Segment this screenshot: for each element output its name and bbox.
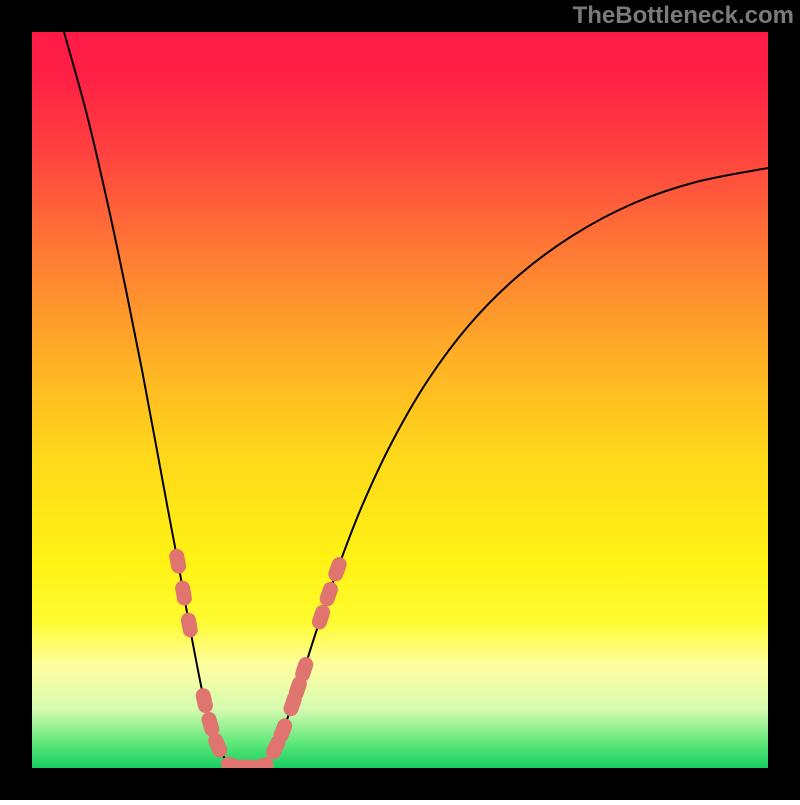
watermark-text: TheBottleneck.com (573, 2, 794, 30)
plot-background-gradient (32, 32, 768, 768)
bottleneck-curve-chart (0, 0, 800, 800)
chart-container: TheBottleneck.com (0, 0, 800, 800)
